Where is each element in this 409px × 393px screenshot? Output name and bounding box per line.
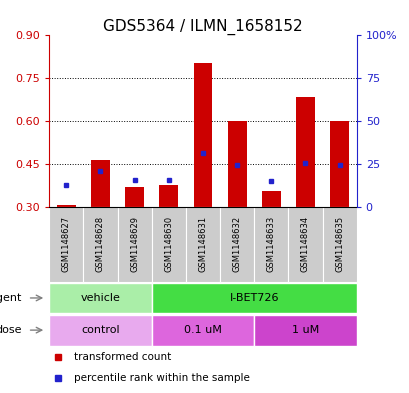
Bar bbox=[49, 207, 83, 282]
Text: agent: agent bbox=[0, 293, 21, 303]
Text: dose: dose bbox=[0, 325, 21, 335]
Text: percentile rank within the sample: percentile rank within the sample bbox=[74, 373, 249, 383]
Bar bbox=[322, 207, 356, 282]
Text: GSM1148629: GSM1148629 bbox=[130, 217, 139, 272]
Bar bbox=[57, 206, 76, 207]
Bar bbox=[151, 207, 185, 282]
Bar bbox=[227, 121, 246, 207]
Bar bbox=[83, 207, 117, 282]
Text: GSM1148635: GSM1148635 bbox=[334, 216, 343, 272]
Text: GSM1148627: GSM1148627 bbox=[62, 216, 71, 272]
Text: 0.1 uM: 0.1 uM bbox=[184, 325, 221, 335]
Bar bbox=[254, 315, 356, 345]
Bar bbox=[261, 191, 280, 207]
Bar bbox=[125, 187, 144, 207]
Bar bbox=[329, 121, 348, 207]
Bar bbox=[49, 283, 151, 313]
Bar bbox=[151, 315, 254, 345]
Text: GSM1148633: GSM1148633 bbox=[266, 216, 275, 272]
Text: GSM1148631: GSM1148631 bbox=[198, 216, 207, 272]
Text: I-BET726: I-BET726 bbox=[229, 293, 278, 303]
Bar bbox=[295, 97, 314, 207]
Bar bbox=[288, 207, 322, 282]
Bar bbox=[159, 185, 178, 207]
Text: GSM1148632: GSM1148632 bbox=[232, 216, 241, 272]
Text: vehicle: vehicle bbox=[80, 293, 120, 303]
Text: control: control bbox=[81, 325, 119, 335]
Text: GSM1148634: GSM1148634 bbox=[300, 216, 309, 272]
Bar bbox=[220, 207, 254, 282]
Bar bbox=[151, 283, 356, 313]
Bar bbox=[254, 207, 288, 282]
Bar bbox=[117, 207, 151, 282]
Text: transformed count: transformed count bbox=[74, 352, 171, 362]
Bar bbox=[185, 207, 220, 282]
Text: GSM1148628: GSM1148628 bbox=[96, 216, 105, 272]
Bar bbox=[193, 62, 212, 207]
Text: GSM1148630: GSM1148630 bbox=[164, 216, 173, 272]
Text: 1 uM: 1 uM bbox=[291, 325, 318, 335]
Title: GDS5364 / ILMN_1658152: GDS5364 / ILMN_1658152 bbox=[103, 19, 302, 35]
Bar bbox=[91, 160, 110, 207]
Bar bbox=[49, 315, 151, 345]
